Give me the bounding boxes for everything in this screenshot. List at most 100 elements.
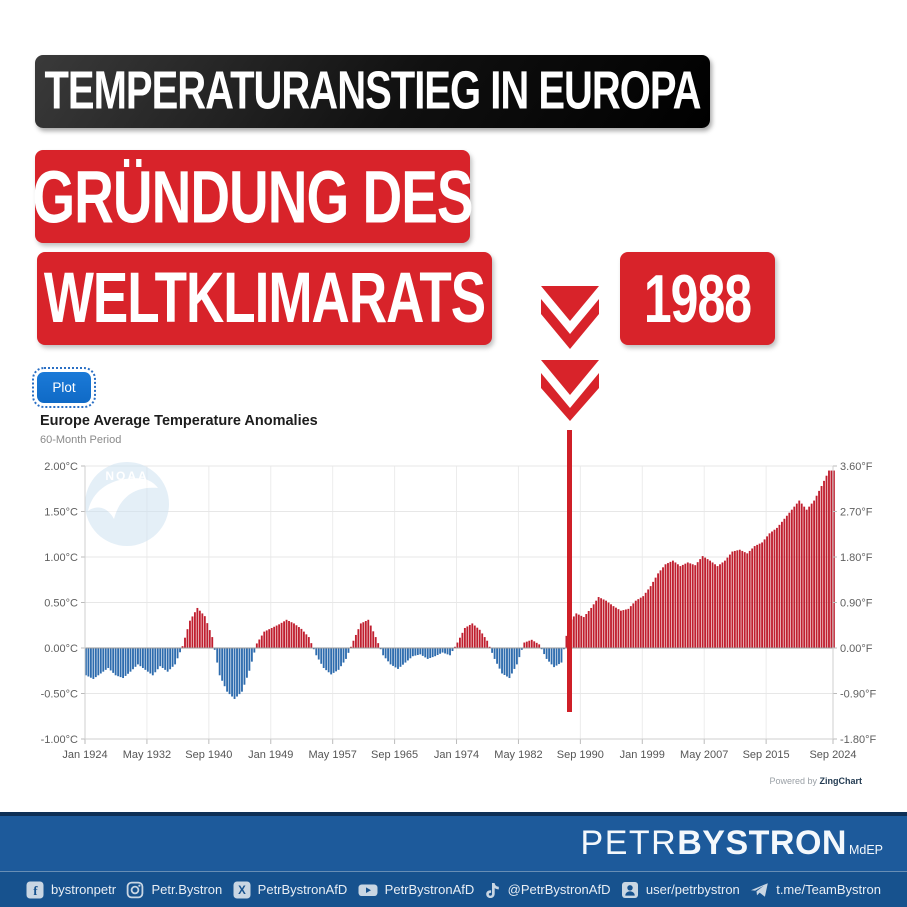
anomaly-bar — [669, 561, 672, 648]
social-handle: PetrBystronAfD — [257, 882, 348, 897]
anomaly-bar — [369, 625, 372, 648]
year-badge: 1988 — [620, 252, 775, 345]
x-icon: X — [233, 881, 251, 899]
anomaly-bar — [803, 506, 806, 648]
anomaly-bar — [654, 577, 657, 648]
anomaly-bar — [778, 524, 781, 648]
social-link-x[interactable]: X PetrBystronAfD — [233, 881, 348, 899]
anomaly-bar — [92, 648, 95, 679]
year-badge-text: 1988 — [643, 260, 752, 337]
anomaly-bar — [127, 648, 129, 674]
anomaly-bar — [399, 648, 402, 667]
y-axis-left-label: 1.00°C — [44, 552, 78, 564]
anomaly-bar — [731, 551, 734, 648]
anomaly-bar — [498, 648, 501, 669]
anomaly-bar — [459, 637, 461, 648]
anomaly-bar — [285, 619, 288, 648]
anomaly-bar — [283, 621, 285, 648]
anomaly-bar — [466, 626, 469, 648]
anomaly-bar — [307, 637, 310, 648]
logo-last-name: BYSTRON — [677, 824, 847, 862]
anomaly-bar — [706, 559, 709, 648]
anomaly-bar — [114, 648, 117, 676]
x-axis-label: Jan 1949 — [248, 749, 293, 761]
anomaly-bar — [372, 631, 375, 648]
social-link-youtube[interactable]: PetrBystronAfD — [358, 881, 474, 899]
anomaly-bar — [434, 648, 437, 657]
anomaly-bar — [275, 625, 278, 648]
anomaly-bar — [597, 597, 600, 648]
anomaly-bar — [501, 648, 503, 674]
anomaly-bar — [122, 648, 124, 679]
anomaly-bar — [622, 610, 625, 648]
anomaly-bar — [662, 567, 664, 648]
social-link-instagram[interactable]: Petr.Bystron — [126, 881, 222, 899]
anomaly-bar — [248, 648, 251, 671]
anomaly-bar — [548, 648, 551, 662]
anomaly-bar — [738, 549, 741, 648]
y-axis-left-label: -1.00°C — [41, 734, 78, 746]
anomaly-bar — [543, 648, 546, 655]
anomaly-bar — [337, 648, 340, 670]
social-link-telegram[interactable]: t.me/TeamBystron — [750, 881, 881, 899]
anomaly-bar — [810, 503, 813, 648]
anomaly-bar — [590, 607, 593, 648]
anomaly-bar — [243, 648, 246, 685]
anomaly-bar — [481, 633, 484, 648]
anomaly-bar — [191, 616, 194, 648]
anomaly-bar — [144, 648, 147, 670]
anomaly-bar — [250, 648, 253, 662]
anomaly-bar — [310, 643, 313, 648]
anomaly-bar — [397, 648, 399, 669]
anomaly-bar — [181, 646, 184, 648]
anomaly-bar — [456, 642, 459, 648]
anomaly-bar — [454, 646, 456, 648]
anomaly-bar — [298, 627, 300, 648]
anomaly-bar — [87, 648, 90, 677]
anomaly-bar — [416, 648, 419, 655]
y-axis-right-label: 1.80°F — [840, 552, 873, 564]
powered-by-zingchart[interactable]: Powered by ZingChart — [769, 776, 862, 786]
telegram-icon — [750, 881, 769, 899]
anomaly-bar — [486, 640, 489, 648]
anomaly-bar — [691, 564, 694, 648]
anomaly-bar — [362, 622, 365, 648]
anomaly-bar — [607, 602, 610, 648]
anomaly-bar — [639, 597, 642, 648]
anomaly-bar — [619, 610, 622, 648]
social-link-tiktok[interactable]: @PetrBystronAfD — [485, 881, 610, 899]
anomaly-bar — [612, 606, 615, 648]
anomaly-bar — [119, 648, 122, 678]
social-link-facebook[interactable]: f bystronpetr — [26, 881, 116, 899]
x-axis-label: May 2007 — [680, 749, 728, 761]
anomaly-bar — [684, 563, 687, 648]
anomaly-bar — [558, 648, 560, 665]
anomaly-bar — [265, 630, 268, 648]
anomaly-bar — [808, 506, 811, 648]
anomaly-bar — [833, 470, 835, 648]
anomaly-bar — [714, 564, 716, 648]
social-link-user-video[interactable]: user/petrbystron — [621, 881, 740, 899]
anomaly-bar — [221, 648, 224, 681]
anomaly-bar — [201, 613, 204, 648]
social-handle: Petr.Bystron — [151, 882, 223, 897]
anomaly-bar — [525, 641, 528, 648]
anomaly-bar — [409, 648, 412, 659]
plot-button[interactable]: Plot — [32, 367, 96, 408]
anomaly-bar — [263, 631, 266, 648]
anomaly-bar — [800, 503, 803, 648]
anomaly-bar — [231, 648, 233, 697]
anomaly-bar — [667, 563, 669, 648]
anomaly-bar — [268, 629, 271, 648]
anomaly-bar — [449, 648, 451, 656]
anomaly-bar — [439, 648, 442, 654]
double-down-arrow-icon — [541, 286, 599, 421]
anomaly-bar — [377, 643, 380, 648]
anomaly-bar — [342, 648, 345, 663]
anomaly-bar — [382, 648, 385, 656]
anomaly-bar — [117, 648, 120, 677]
anomaly-bar — [696, 562, 699, 648]
anomaly-bar — [790, 509, 793, 648]
anomaly-bar — [137, 648, 139, 665]
